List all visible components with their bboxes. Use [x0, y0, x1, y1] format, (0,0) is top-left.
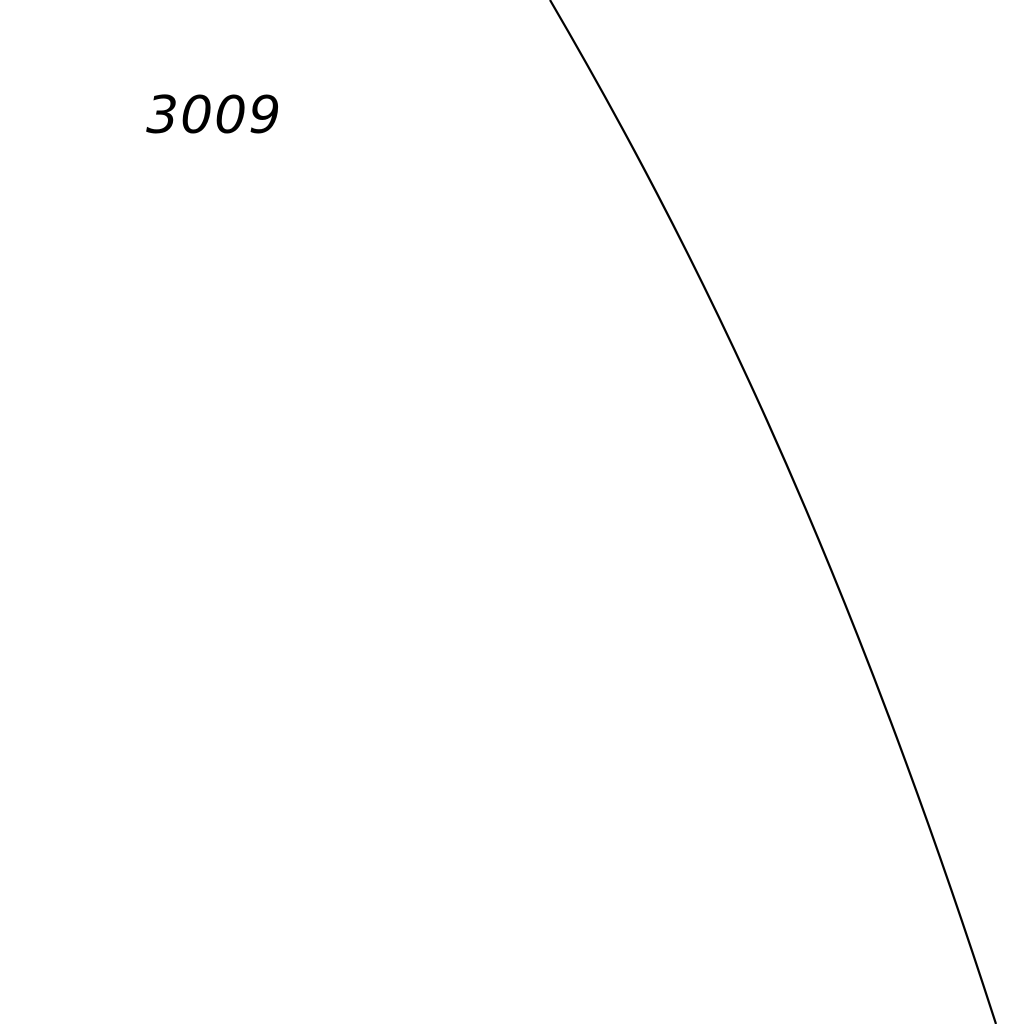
- area-number-label: 3009: [146, 86, 282, 146]
- boundary-line: [549, 0, 998, 1024]
